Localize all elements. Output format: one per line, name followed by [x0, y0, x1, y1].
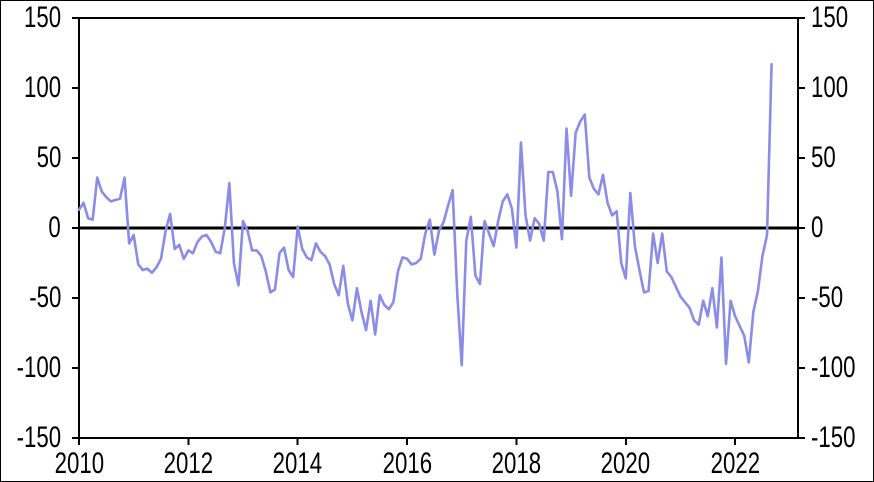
y-tick-label-left: -150 — [16, 421, 62, 454]
x-tick-label: 2022 — [710, 447, 760, 480]
y-tick-label-right: -50 — [811, 281, 844, 314]
y-tick-label-left: -100 — [16, 351, 62, 384]
y-tick-label-left: 50 — [36, 141, 61, 174]
y-tick-label-right: 100 — [811, 71, 849, 104]
y-tick-label-right: -150 — [811, 421, 856, 454]
y-tick-label-right: -100 — [811, 351, 856, 384]
y-tick-label-left: 100 — [23, 71, 61, 104]
x-tick-label: 2018 — [491, 447, 542, 480]
y-tick-label-right: 0 — [811, 211, 824, 244]
x-tick-label: 2016 — [382, 447, 432, 480]
y-tick-label-right: 50 — [811, 141, 836, 174]
data-line — [77, 62, 773, 367]
x-tick-label: 2020 — [601, 447, 651, 480]
x-tick-label: 2010 — [54, 447, 104, 480]
y-tick-label-left: -50 — [28, 281, 61, 314]
y-tick-label-left: 0 — [48, 211, 61, 244]
y-tick-label-right: 150 — [811, 1, 849, 34]
y-tick-label-left: 150 — [23, 1, 61, 34]
x-tick-label: 2014 — [273, 447, 323, 480]
x-tick-label: 2012 — [163, 447, 214, 480]
